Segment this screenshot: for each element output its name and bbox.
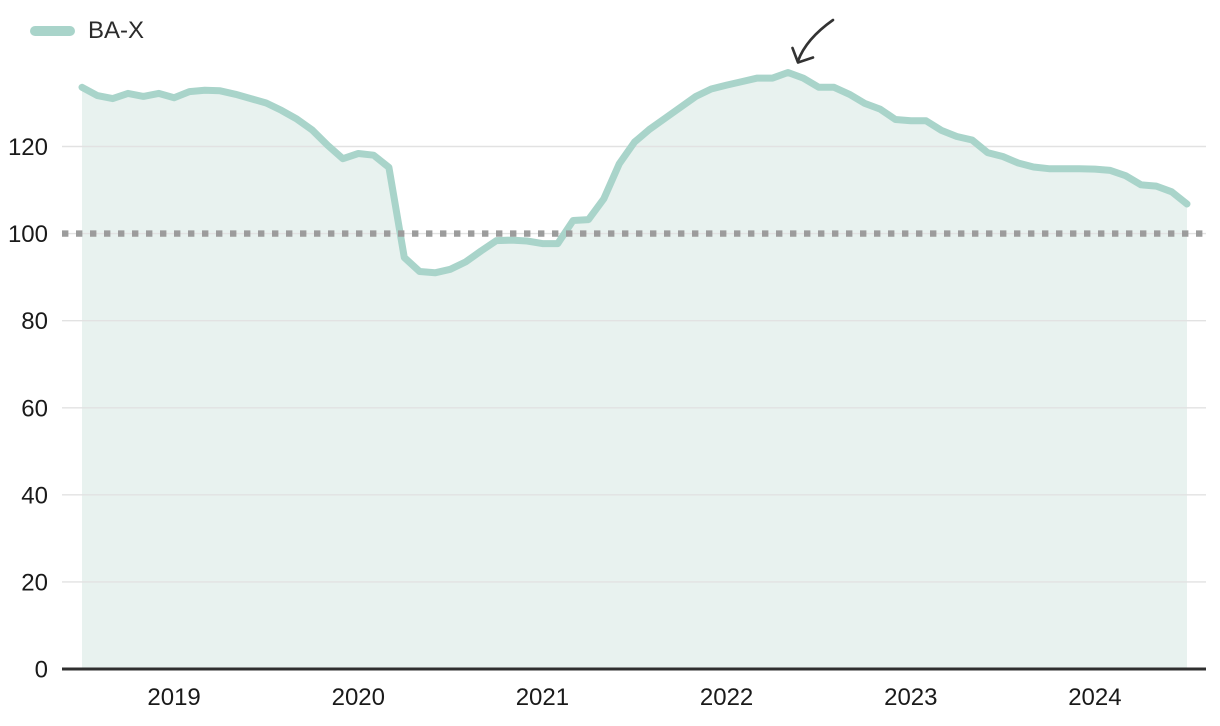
y-tick-label-20: 20 [21, 569, 48, 596]
x-tick-label-2019: 2019 [147, 684, 200, 711]
series-line-ba-x [78, 69, 1191, 277]
y-tick-label-100: 100 [8, 221, 48, 248]
y-tick-label-40: 40 [21, 482, 48, 509]
annotation-arrow-shaft [796, 18, 835, 63]
y-tick-label-120: 120 [8, 134, 48, 161]
x-tick-label-2022: 2022 [700, 684, 753, 711]
legend-label: BA-X [88, 17, 145, 44]
y-tick-label-60: 60 [21, 395, 48, 422]
x-tick-label-2023: 2023 [884, 684, 937, 711]
legend-swatch-ba-x [30, 26, 75, 36]
annotation-arrowhead [791, 46, 815, 64]
legend: BA-X [30, 19, 144, 43]
x-tick-label-2020: 2020 [332, 684, 385, 711]
y-tick-label-0: 0 [35, 657, 48, 684]
series-area [82, 72, 1187, 669]
y-tick-label-80: 80 [21, 308, 48, 335]
x-tick-label-2024: 2024 [1068, 684, 1121, 711]
x-tick-label-2021: 2021 [516, 684, 569, 711]
